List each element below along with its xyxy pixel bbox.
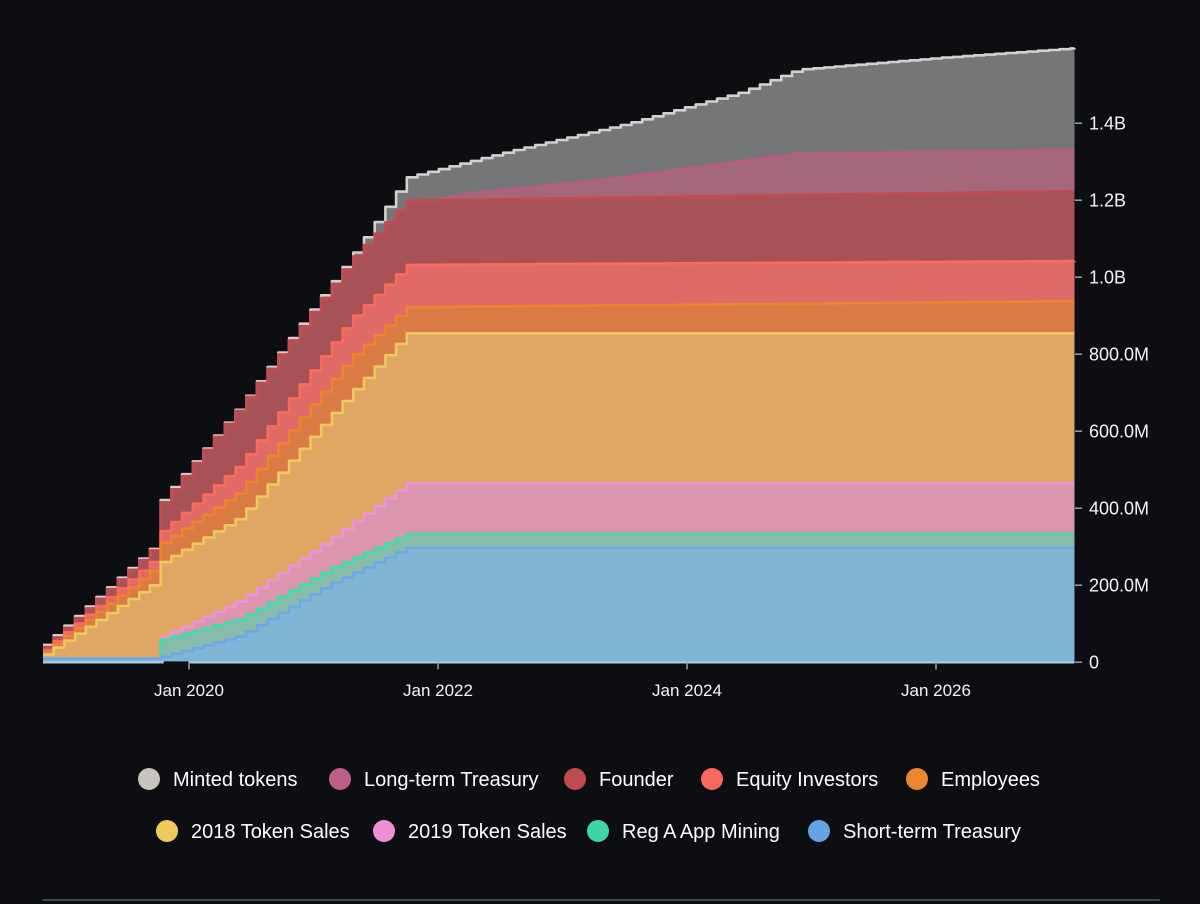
svg-text:Equity Investors: Equity Investors [736, 769, 878, 791]
svg-text:Reg A App Mining: Reg A App Mining [622, 821, 780, 843]
svg-text:2019 Token Sales: 2019 Token Sales [408, 821, 567, 843]
svg-text:600.0M: 600.0M [1089, 422, 1149, 442]
svg-text:400.0M: 400.0M [1089, 499, 1149, 519]
svg-text:1.0B: 1.0B [1089, 268, 1126, 288]
svg-text:Short-term Treasury: Short-term Treasury [843, 821, 1021, 843]
svg-text:800.0M: 800.0M [1089, 345, 1149, 365]
svg-text:Jan 2020: Jan 2020 [154, 681, 224, 700]
svg-text:Employees: Employees [941, 769, 1040, 791]
svg-text:0: 0 [1089, 653, 1099, 673]
svg-text:Jan 2026: Jan 2026 [901, 681, 971, 700]
svg-text:1.4B: 1.4B [1089, 114, 1126, 134]
svg-text:Founder: Founder [599, 769, 674, 791]
svg-text:Long-term Treasury: Long-term Treasury [364, 769, 539, 791]
svg-text:2018 Token Sales: 2018 Token Sales [191, 821, 350, 843]
svg-text:Jan 2022: Jan 2022 [403, 681, 473, 700]
svg-text:1.2B: 1.2B [1089, 191, 1126, 211]
svg-text:Jan 2024: Jan 2024 [652, 681, 722, 700]
svg-text:Minted tokens: Minted tokens [173, 769, 298, 791]
svg-text:200.0M: 200.0M [1089, 576, 1149, 596]
